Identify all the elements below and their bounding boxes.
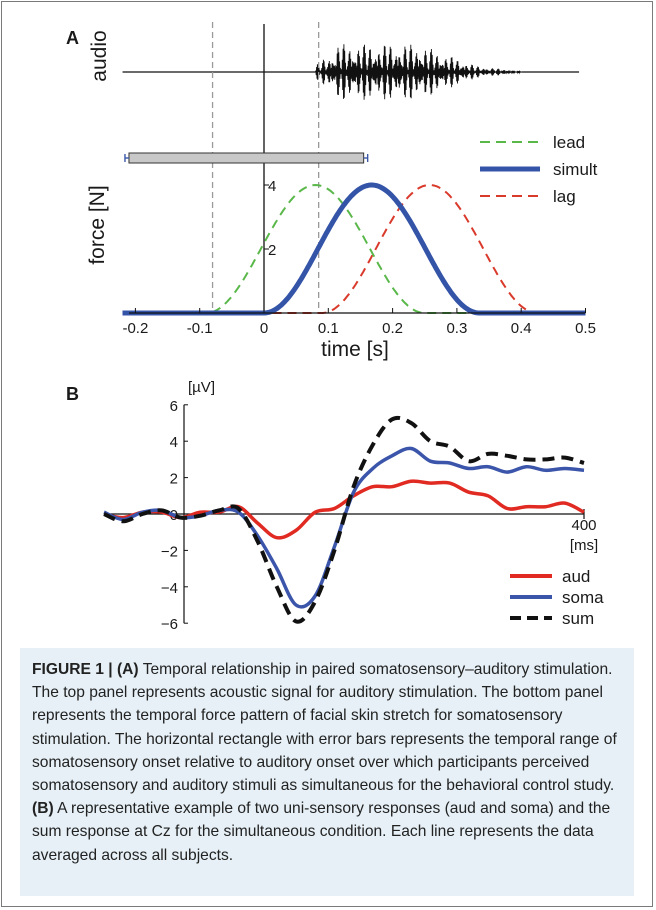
audio-label: audio	[88, 30, 111, 81]
time-axis-label: time [s]	[321, 338, 389, 361]
force-x-tick-label-2: 0	[260, 320, 268, 337]
range-rectangle	[128, 152, 365, 164]
audio-waveform	[122, 44, 580, 100]
force-series-simult	[122, 182, 586, 316]
force-x-tick-label-0: -0.2	[122, 320, 148, 337]
erp-y-unit-label: [µV]	[188, 379, 215, 396]
caption-text-b: A representative example of two uni-sens…	[32, 800, 611, 864]
erp-y-tick-label-2: 2	[170, 471, 178, 488]
legend-b: aud soma sum	[510, 567, 604, 628]
simultaneity-range-bar	[124, 152, 369, 164]
erp-y-tick-label-4: −2	[161, 543, 178, 560]
figure-caption: FIGURE 1 | (A) Temporal relationship in …	[20, 648, 634, 896]
legend-b-label-sum: sum	[562, 609, 594, 628]
force-x-tick-label-3: 0.1	[318, 320, 339, 337]
caption-text-a: Temporal relationship in paired somatose…	[32, 661, 617, 795]
erp-y-tick-label-1: 4	[170, 434, 178, 451]
legend-b-label-soma: soma	[562, 588, 604, 607]
force-x-tick-label-7: 0.5	[575, 320, 596, 337]
caption-label-b: (B)	[32, 800, 54, 818]
force-axis-label: force [N]	[86, 185, 109, 264]
legend-a-label-lag: lag	[553, 187, 576, 206]
force-axes: -0.2 -0.1 0 0.1 0.2 0.3 0.4 0.5 2 4	[122, 178, 595, 337]
erp-y-tick-label-0: 6	[170, 398, 178, 415]
erp-y-tick-label-6: −6	[161, 616, 178, 633]
force-y-tick-label-0: 2	[268, 242, 276, 259]
force-curves	[122, 182, 586, 316]
legend-a: lead simult lag	[480, 133, 598, 206]
erp-x-end-label: 400	[571, 517, 596, 534]
legend-a-label-simult: simult	[553, 160, 598, 179]
force-x-tick-label-4: 0.2	[382, 320, 403, 337]
force-x-tick-label-1: -0.1	[187, 320, 213, 337]
reference-dashed-lines	[211, 22, 320, 313]
legend-a-label-lead: lead	[553, 133, 585, 152]
audio-signal	[314, 44, 522, 100]
force-series-lead	[122, 183, 586, 314]
erp-series-sum	[103, 415, 585, 624]
force-series-lag	[122, 183, 586, 314]
erp-x-unit-label: [ms]	[570, 537, 598, 554]
panel-b-label: B	[66, 384, 79, 404]
caption-figure-label: FIGURE 1 |	[32, 661, 113, 678]
force-y-tick-label-1: 4	[268, 178, 276, 195]
force-x-tick-label-6: 0.4	[511, 320, 532, 337]
erp-y-tick-label-5: −4	[161, 580, 178, 597]
erp-curves	[103, 415, 585, 624]
panel-a-label: A	[66, 28, 79, 48]
caption-label-a: (A)	[116, 661, 139, 678]
panel-a: A audio -0.2 -0.1 0 0.1 0.2 0.3 0.4 0.5 2 4 force…	[66, 22, 598, 361]
force-x-tick-label-5: 0.3	[446, 320, 467, 337]
legend-b-label-aud: aud	[562, 567, 590, 586]
